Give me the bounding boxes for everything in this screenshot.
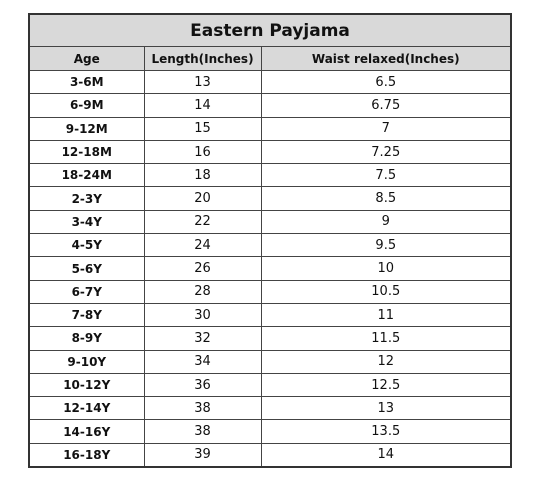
table-row: 14-16Y 38 13.5 [28, 419, 512, 444]
header-row: Age Length(Inches) Waist relaxed(Inches) [28, 46, 512, 71]
table-row: 16-18Y 39 14 [28, 442, 512, 468]
value-cell: 38 [143, 419, 262, 444]
value-cell: 24 [143, 233, 262, 258]
table-row: 5-6Y 26 10 [28, 256, 512, 281]
value-cell: 6.5 [260, 69, 512, 95]
value-cell: 12.5 [260, 372, 512, 398]
value-cell: 7 [260, 116, 512, 141]
age-cell: 6-9M [28, 93, 145, 118]
value-cell: 13.5 [260, 419, 512, 444]
table-row: 9-12M 15 7 [28, 116, 512, 141]
age-cell: 9-10Y [28, 349, 145, 374]
value-cell: 9 [260, 209, 512, 235]
age-cell: 16-18Y [28, 442, 145, 468]
age-cell: 3-4Y [28, 209, 145, 235]
table-row: 7-8Y 30 11 [28, 302, 512, 328]
age-cell: 12-18M [28, 139, 145, 165]
value-cell: 36 [143, 372, 262, 398]
column-header: Length(Inches) [143, 46, 262, 71]
value-cell: 34 [143, 349, 262, 374]
value-cell: 6.75 [260, 93, 512, 118]
table-row: 2-3Y 20 8.5 [28, 186, 512, 211]
table-row: 10-12Y 36 12.5 [28, 372, 512, 398]
value-cell: 32 [143, 326, 262, 351]
age-cell: 18-24M [28, 163, 145, 188]
table-row: 8-9Y 32 11.5 [28, 326, 512, 351]
table-row: 9-10Y 34 12 [28, 349, 512, 374]
age-cell: 5-6Y [28, 256, 145, 281]
value-cell: 9.5 [260, 233, 512, 258]
table-row: 3-4Y 22 9 [28, 209, 512, 235]
age-cell: 8-9Y [28, 326, 145, 351]
value-cell: 28 [143, 279, 262, 304]
value-cell: 7.5 [260, 163, 512, 188]
title-row: Eastern Payjama [28, 13, 512, 47]
value-cell: 10.5 [260, 279, 512, 304]
size-table: Eastern Payjama Age Length(Inches) Waist r… [28, 13, 513, 469]
value-cell: 16 [143, 139, 262, 165]
column-header: Waist relaxed(Inches) [260, 46, 512, 71]
value-cell: 13 [260, 396, 512, 421]
age-cell: 10-12Y [28, 372, 145, 398]
value-cell: 11.5 [260, 326, 512, 351]
value-cell: 14 [143, 93, 262, 118]
value-cell: 38 [143, 396, 262, 421]
value-cell: 39 [143, 442, 262, 468]
value-cell: 26 [143, 256, 262, 281]
value-cell: 8.5 [260, 186, 512, 211]
value-cell: 12 [260, 349, 512, 374]
age-cell: 7-8Y [28, 302, 145, 328]
age-cell: 2-3Y [28, 186, 145, 211]
age-cell: 9-12M [28, 116, 145, 141]
age-cell: 4-5Y [28, 233, 145, 258]
value-cell: 20 [143, 186, 262, 211]
value-cell: 14 [260, 442, 512, 468]
value-cell: 13 [143, 69, 262, 95]
value-cell: 10 [260, 256, 512, 281]
age-cell: 3-6M [28, 69, 145, 95]
table-row: 3-6M 13 6.5 [28, 69, 512, 95]
table-row: 12-18M 16 7.25 [28, 139, 512, 165]
table-title: Eastern Payjama [28, 13, 512, 47]
table-body: 3-6M 13 6.5 6-9M 14 6.75 9-12M 15 7 12-18M 16 7.25 1… [28, 69, 512, 468]
value-cell: 18 [143, 163, 262, 188]
value-cell: 15 [143, 116, 262, 141]
table-row: 6-9M 14 6.75 [28, 93, 512, 118]
age-cell: 14-16Y [28, 419, 145, 444]
table-row: 18-24M 18 7.5 [28, 163, 512, 188]
age-cell: 6-7Y [28, 279, 145, 304]
table-row: 12-14Y 38 13 [28, 396, 512, 421]
value-cell: 30 [143, 302, 262, 328]
table-row: 6-7Y 28 10.5 [28, 279, 512, 304]
table-row: 4-5Y 24 9.5 [28, 233, 512, 258]
age-cell: 12-14Y [28, 396, 145, 421]
value-cell: 7.25 [260, 139, 512, 165]
column-header: Age [28, 46, 145, 71]
value-cell: 11 [260, 302, 512, 328]
value-cell: 22 [143, 209, 262, 235]
size-chart: Eastern Payjama Age Length(Inches) Waist r… [28, 13, 513, 469]
